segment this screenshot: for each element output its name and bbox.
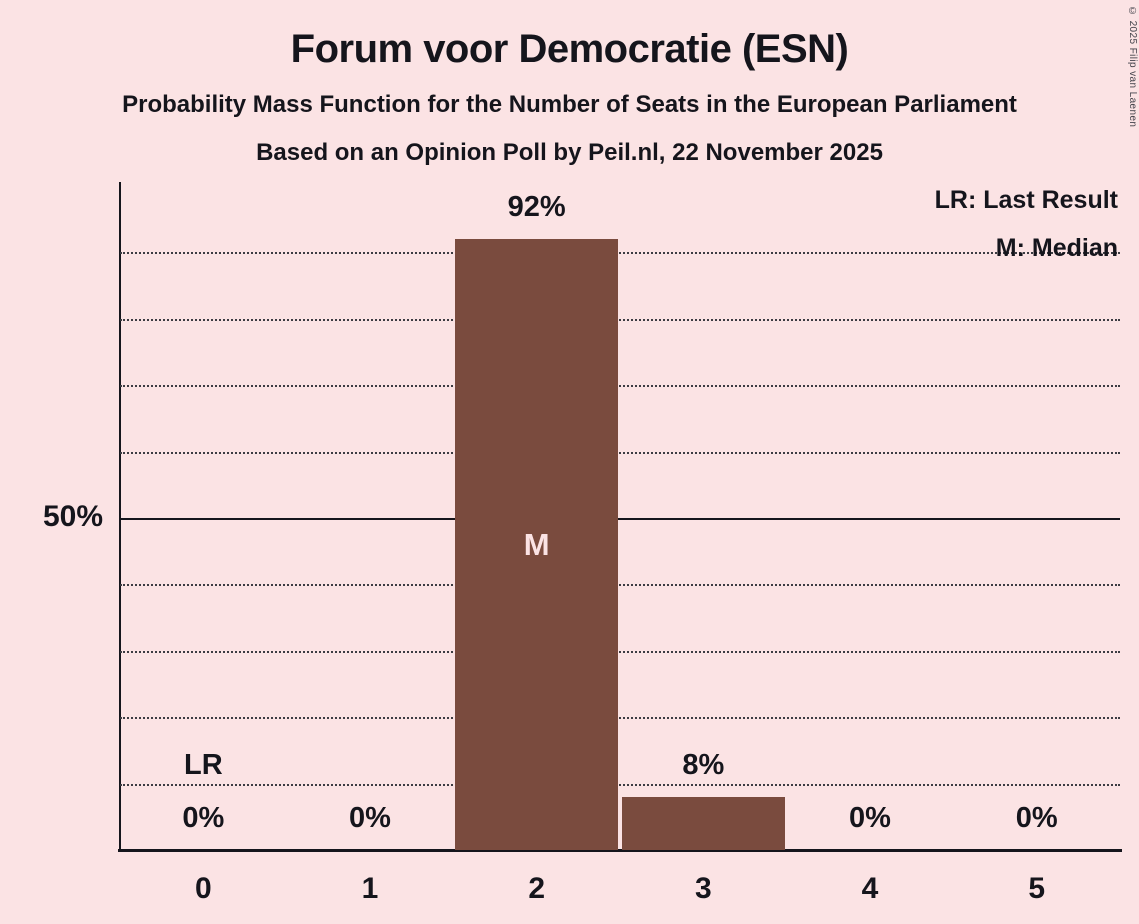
chart-title: Forum voor Democratie (ESN) bbox=[290, 27, 849, 71]
value-label-seat-2: 92% bbox=[507, 191, 566, 224]
value-label-seat-1: 0% bbox=[349, 802, 391, 834]
value-label-seat-4: 0% bbox=[849, 802, 891, 834]
bar-seat-3 bbox=[622, 796, 785, 850]
legend-last-result: LR: Last Result bbox=[934, 186, 1118, 214]
x-tick-seat-5: 5 bbox=[1028, 872, 1045, 905]
value-label-seat-0: 0% bbox=[182, 802, 225, 834]
gridline-60pct bbox=[120, 451, 1120, 454]
value-label-seat-3: 8% bbox=[682, 748, 725, 781]
y-axis-line bbox=[119, 182, 121, 852]
x-tick-seat-4: 4 bbox=[861, 872, 879, 905]
gridline-40pct bbox=[120, 584, 1120, 587]
gridline-20pct bbox=[120, 717, 1120, 720]
bar-seat-2 bbox=[455, 239, 618, 850]
x-tick-seat-1: 1 bbox=[361, 872, 379, 905]
gridline-90pct bbox=[120, 252, 1120, 255]
gridline-30pct bbox=[120, 650, 1120, 653]
gridline-80pct bbox=[120, 318, 1120, 321]
median-marker: M bbox=[523, 526, 550, 562]
value-label-seat-5: 0% bbox=[1015, 802, 1058, 834]
last-result-marker: LR bbox=[183, 749, 223, 781]
gridline-50pct bbox=[120, 518, 1120, 520]
chart-subtitle-line1: Probability Mass Function for the Number… bbox=[122, 91, 1017, 118]
x-tick-seat-0: 0 bbox=[194, 872, 212, 905]
copyright-notice: © 2025 Filip van Laenen bbox=[1127, 6, 1138, 128]
y-axis-tick-label: 50% bbox=[42, 500, 103, 533]
x-tick-seat-3: 3 bbox=[694, 872, 712, 905]
x-tick-seat-2: 2 bbox=[528, 872, 545, 905]
plot-area: 0% 0% 92% 8% 0% 0% LR M bbox=[120, 186, 1120, 850]
gridline-10pct bbox=[120, 783, 1120, 786]
x-axis-line bbox=[118, 849, 1122, 852]
chart-subtitle-line2: Based on an Opinion Poll by Peil.nl, 22 … bbox=[256, 139, 883, 166]
legend-median: M: Median bbox=[995, 234, 1118, 262]
gridline-70pct bbox=[120, 385, 1120, 388]
